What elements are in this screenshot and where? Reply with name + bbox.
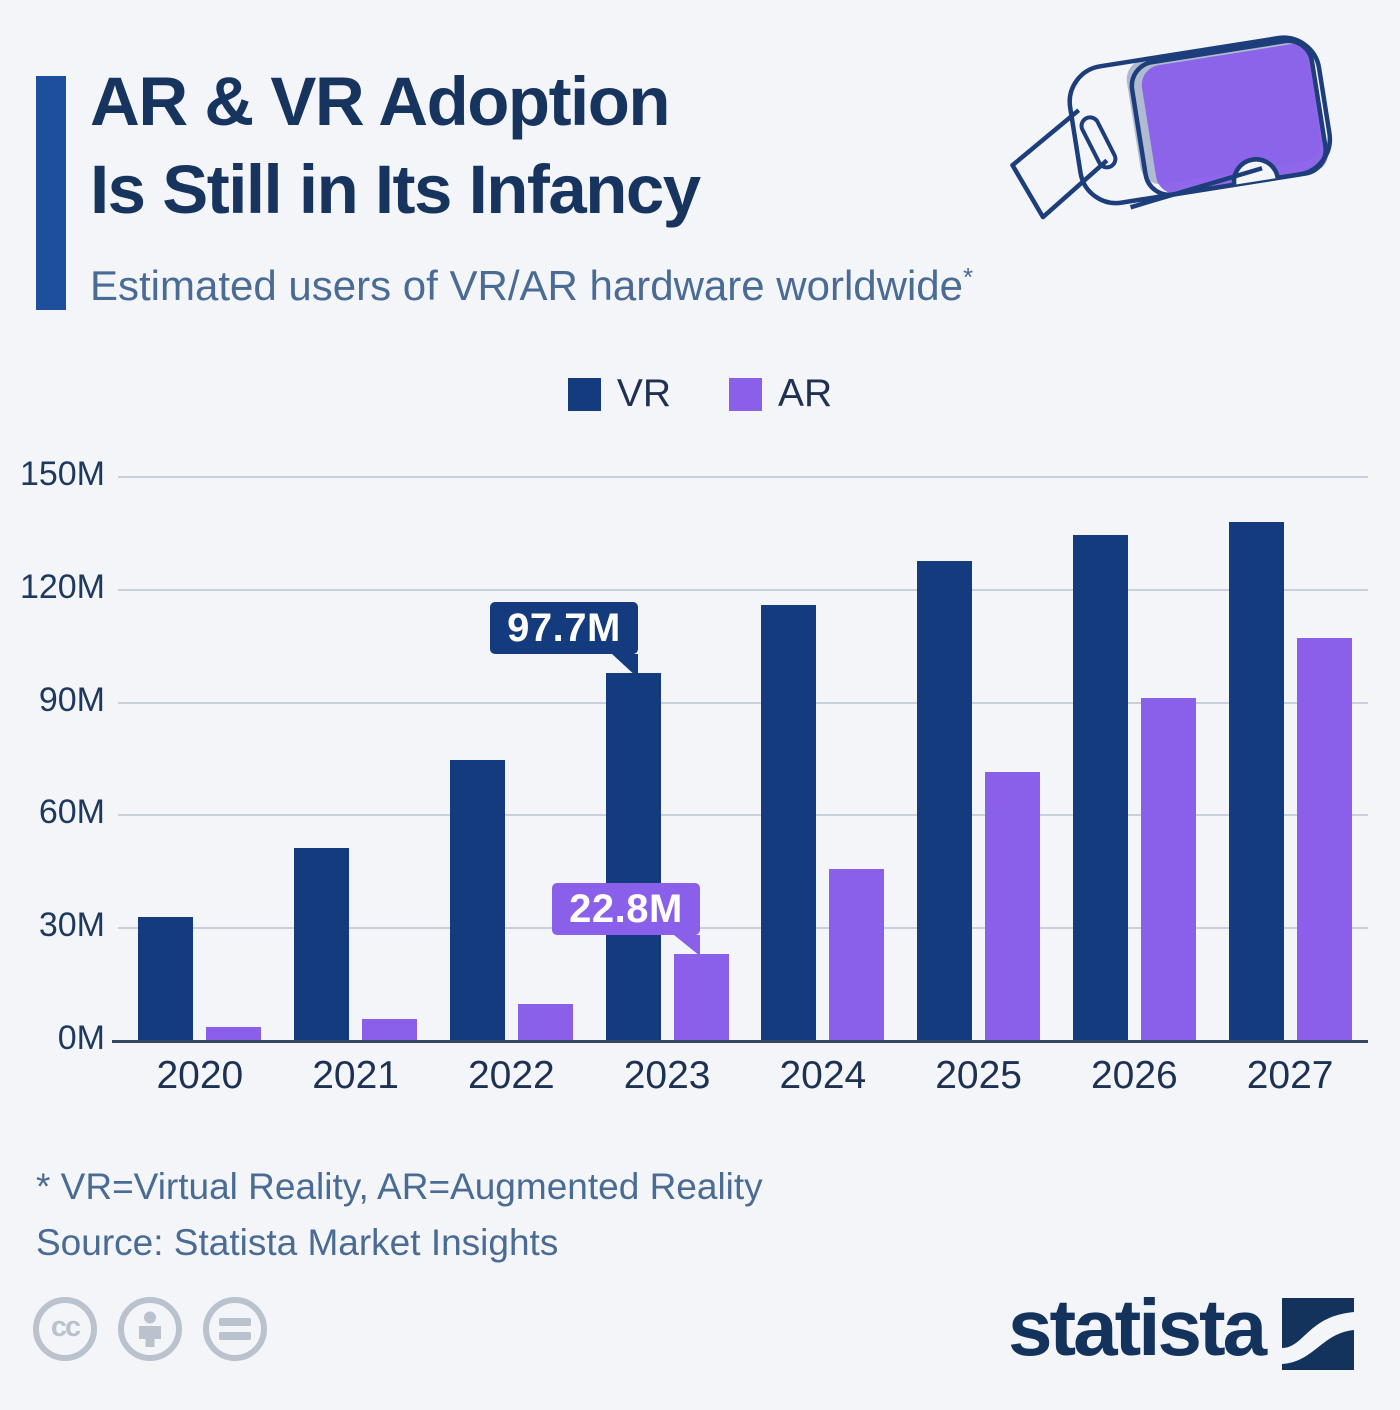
legend-item: VR <box>567 372 671 416</box>
legend-label-ar: AR <box>778 372 833 415</box>
bar-ar-2020 <box>206 1026 262 1040</box>
bar-group-2027 <box>1212 440 1368 1040</box>
gridline-30M <box>118 927 1368 930</box>
bar-ar-2022 <box>517 1003 573 1040</box>
bar-vr-2020 <box>138 917 194 1040</box>
x-tick-label-2021: 2021 <box>312 1054 399 1097</box>
bar-group-2026 <box>1057 440 1213 1040</box>
footnote-marker: * <box>963 262 974 292</box>
data-callout-vr-2023: 97.7M <box>490 602 638 678</box>
bar-vr-2023 <box>605 672 661 1040</box>
bar-ar-2023 <box>673 954 729 1040</box>
footnote-text: * VR=Virtual Reality, AR=Augmented Reali… <box>36 1166 763 1207</box>
legend-swatch-vr <box>567 377 601 411</box>
gridline-120M <box>118 588 1368 591</box>
equals-icon <box>203 1297 267 1361</box>
page-subtitle: Estimated users of VR/AR hardware worldw… <box>90 262 973 310</box>
gridline-60M <box>118 814 1368 817</box>
bar-group-2023 <box>589 440 745 1040</box>
x-axis-labels: 2020 2021 2022 2023 2024 2025 2026 2027 <box>122 1054 1368 1098</box>
x-tick-label-2025: 2025 <box>935 1054 1022 1097</box>
data-callout-ar-2023: 22.8M <box>552 883 700 956</box>
y-tick-label-150M: 150M <box>19 455 105 493</box>
bar-ar-2025 <box>985 772 1041 1040</box>
x-tick-label-2022: 2022 <box>467 1054 555 1097</box>
y-tick-label-60M: 60M <box>38 793 105 832</box>
statista-logo: statista <box>1008 1282 1355 1374</box>
bar-vr-2026 <box>1072 535 1128 1040</box>
title-line-2: Is Still in Its Infancy <box>90 151 701 228</box>
y-tick-label-0M: 0M <box>57 1019 105 1057</box>
bar-group-2025 <box>901 440 1057 1040</box>
bar-group-2021 <box>278 440 434 1040</box>
cc-icon: cc <box>33 1297 97 1361</box>
cc-glyph: cc <box>50 1311 81 1343</box>
x-axis-line <box>112 1040 1368 1043</box>
source-text: Source: Statista Market Insights <box>36 1222 559 1263</box>
callout-vr-value: 97.7M <box>507 605 621 650</box>
bar-group-2022 <box>434 440 590 1040</box>
y-tick-label-90M: 90M <box>38 680 105 719</box>
vr-headset-icon <box>1010 35 1333 220</box>
gridline-90M <box>118 701 1368 704</box>
bar-vr-2027 <box>1228 521 1284 1040</box>
chart-legend: VR AR <box>0 372 1400 416</box>
bar-chart: 150M 120M 90M 60M 30M 0M 2020 2021 2022 2023 2024… <box>0 440 1400 1120</box>
title-line-1: AR & VR Adoption <box>90 63 671 140</box>
bar-vr-2022 <box>449 760 505 1040</box>
title-accent-bar <box>36 76 66 310</box>
legend-item: AR <box>729 372 832 416</box>
x-tick-label-2024: 2024 <box>779 1054 867 1097</box>
page-title: AR & VR Adoption Is Still in Its Infancy <box>90 58 701 234</box>
x-tick-label-2027: 2027 <box>1246 1054 1334 1097</box>
bar-ar-2027 <box>1296 637 1352 1040</box>
callout-ar-value: 22.8M <box>569 886 683 931</box>
bar-group-2020 <box>122 440 278 1040</box>
bar-vr-2024 <box>761 604 817 1040</box>
bar-ar-2026 <box>1140 698 1196 1040</box>
y-tick-label-120M: 120M <box>19 567 105 606</box>
legend-label-vr: VR <box>616 372 671 415</box>
x-tick-label-2020: 2020 <box>156 1054 244 1097</box>
legend-swatch-ar <box>729 377 762 411</box>
bar-group-2024 <box>745 440 901 1040</box>
statista-logo-mark <box>1282 1298 1355 1370</box>
bar-vr-2021 <box>294 848 350 1040</box>
bar-ar-2024 <box>829 868 885 1040</box>
bar-vr-2025 <box>917 560 973 1040</box>
subtitle-text: Estimated users of VR/AR hardware worldw… <box>90 262 964 309</box>
person-glyph <box>139 1311 161 1347</box>
x-tick-label-2026: 2026 <box>1090 1054 1178 1097</box>
bar-ar-2021 <box>362 1019 418 1040</box>
statista-wordmark: statista <box>1008 1283 1267 1372</box>
gridline-150M <box>118 476 1368 478</box>
license-icons: cc <box>33 1297 267 1361</box>
attribution-person-icon <box>118 1297 182 1361</box>
plot <box>122 440 1368 1040</box>
equals-glyph <box>219 1318 251 1340</box>
y-tick-label-30M: 30M <box>38 906 105 945</box>
x-tick-label-2023: 2023 <box>623 1054 711 1097</box>
